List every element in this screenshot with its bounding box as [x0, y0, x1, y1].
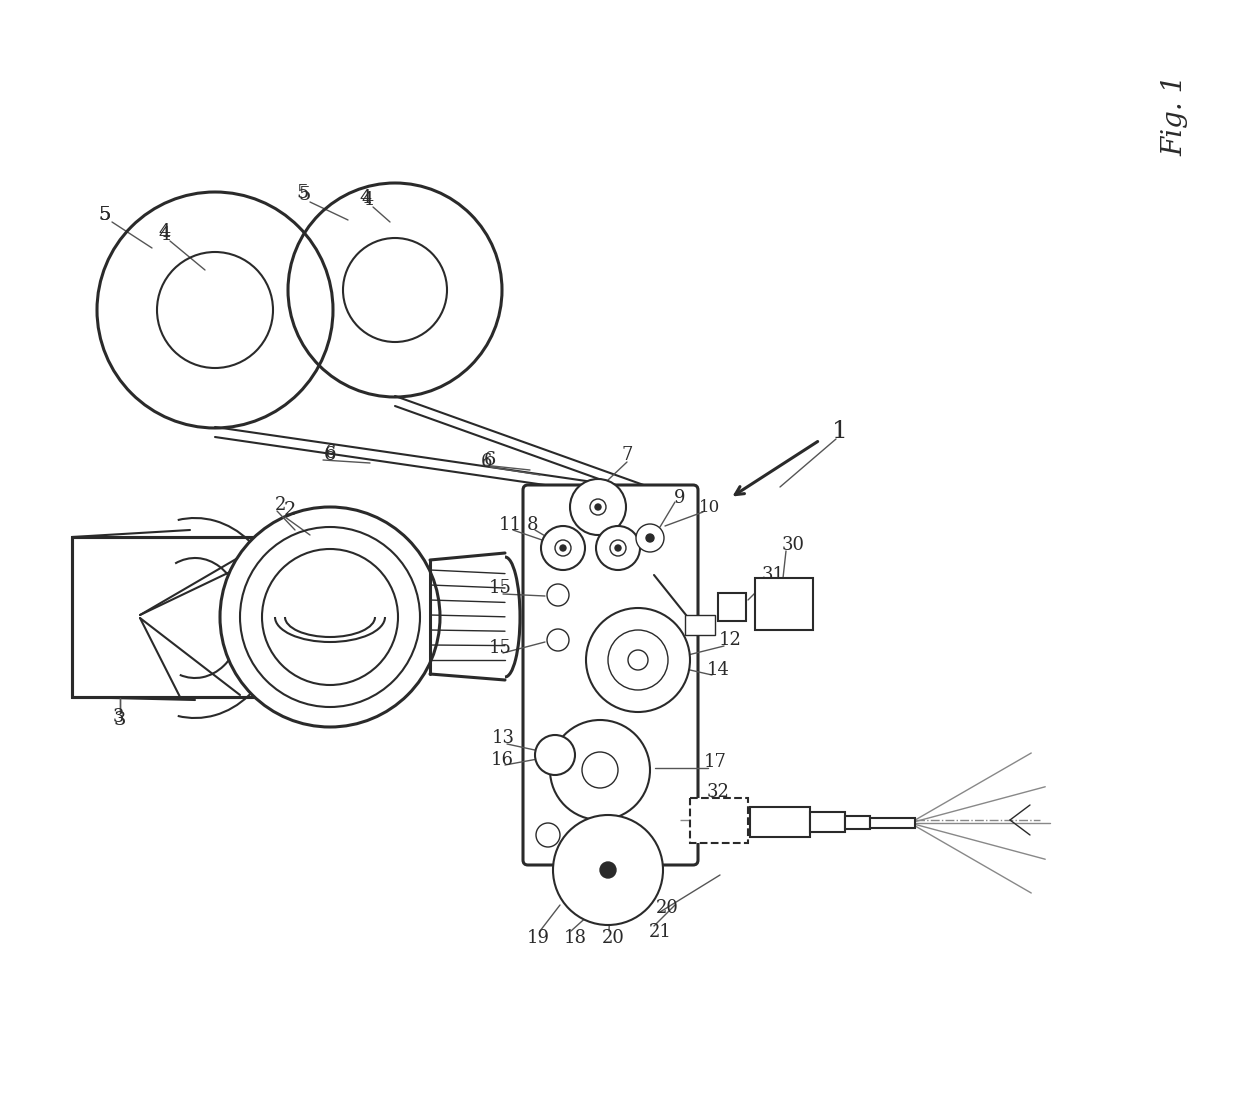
- Bar: [755, 578, 813, 630]
- Circle shape: [541, 526, 585, 570]
- Circle shape: [547, 629, 569, 651]
- Bar: [684, 615, 715, 635]
- Text: 18: 18: [563, 929, 587, 947]
- Circle shape: [551, 720, 650, 820]
- Text: 30: 30: [781, 536, 805, 554]
- Circle shape: [536, 823, 560, 848]
- Bar: [718, 593, 746, 621]
- Text: 10: 10: [699, 499, 720, 516]
- Bar: [750, 807, 810, 836]
- Text: 1: 1: [832, 421, 848, 443]
- Bar: [72, 537, 272, 697]
- Text: 21: 21: [649, 923, 671, 941]
- Text: 15: 15: [489, 579, 511, 597]
- Text: 13: 13: [491, 729, 515, 747]
- Text: 5: 5: [296, 185, 309, 202]
- Text: 12: 12: [718, 631, 742, 649]
- Text: 5: 5: [99, 206, 112, 224]
- Circle shape: [646, 534, 653, 541]
- Text: 4: 4: [362, 191, 374, 209]
- Text: 15: 15: [489, 639, 511, 657]
- Bar: [810, 812, 844, 832]
- Circle shape: [587, 608, 689, 712]
- Circle shape: [636, 524, 663, 552]
- Text: 32: 32: [707, 783, 729, 801]
- Text: 4: 4: [159, 223, 171, 241]
- Text: 3: 3: [113, 708, 124, 726]
- Circle shape: [570, 478, 626, 535]
- Circle shape: [534, 735, 575, 775]
- Text: 5: 5: [299, 186, 311, 204]
- Text: 2: 2: [284, 501, 296, 519]
- Text: 4: 4: [159, 227, 171, 244]
- Text: 31: 31: [761, 566, 785, 585]
- Text: 6: 6: [481, 453, 492, 471]
- Bar: [844, 815, 870, 829]
- Text: 5: 5: [99, 206, 112, 224]
- Circle shape: [595, 504, 601, 511]
- Circle shape: [547, 585, 569, 606]
- Text: 19: 19: [527, 929, 549, 947]
- Circle shape: [596, 526, 640, 570]
- Text: Fig. 1: Fig. 1: [1162, 74, 1188, 156]
- Text: 6: 6: [484, 451, 496, 469]
- Text: 16: 16: [491, 751, 513, 769]
- Text: 8: 8: [526, 516, 538, 534]
- Circle shape: [627, 650, 649, 670]
- Circle shape: [615, 545, 621, 551]
- Text: 20: 20: [656, 899, 678, 917]
- Bar: [870, 818, 915, 828]
- Text: 7: 7: [621, 446, 632, 464]
- Text: 14: 14: [707, 661, 729, 678]
- Bar: [689, 798, 748, 843]
- Text: 4: 4: [360, 189, 372, 207]
- Text: 11: 11: [498, 516, 522, 534]
- FancyBboxPatch shape: [523, 485, 698, 865]
- Circle shape: [600, 862, 616, 878]
- Text: 6: 6: [324, 444, 336, 462]
- Text: 9: 9: [675, 490, 686, 507]
- Text: 20: 20: [601, 929, 625, 947]
- Text: 3: 3: [114, 711, 126, 729]
- Circle shape: [560, 545, 565, 551]
- Text: 2: 2: [274, 496, 285, 514]
- Text: 6: 6: [324, 446, 336, 464]
- Text: 17: 17: [703, 753, 727, 771]
- Circle shape: [590, 499, 606, 515]
- Circle shape: [553, 815, 663, 925]
- Circle shape: [219, 507, 440, 727]
